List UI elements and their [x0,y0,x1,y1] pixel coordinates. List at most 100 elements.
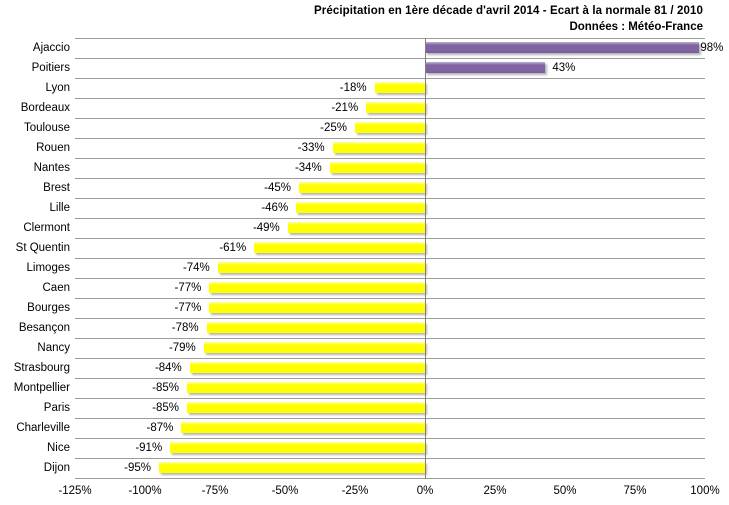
bar [217,262,425,273]
x-axis-tick-label: 0% [416,485,434,497]
chart-title: Précipitation en 1ère décade d'avril 201… [314,5,703,17]
category-label: Lille [49,202,70,214]
gridline [75,178,705,179]
value-label: 43% [552,62,576,74]
x-axis-tick-label: 50% [553,485,577,497]
bar [425,62,546,73]
bar [425,42,700,53]
gridline [75,218,705,219]
value-label: -91% [135,442,163,454]
value-label: -45% [264,182,291,194]
category-label: Clermont [23,222,70,234]
x-axis-tick-label: -25% [341,485,369,497]
value-label: -77% [174,302,202,314]
bar [206,322,425,333]
value-label: -61% [219,242,247,254]
value-label: -74% [182,262,210,274]
value-label: -21% [331,102,359,114]
bar [189,362,425,373]
category-label: Paris [43,402,70,414]
bar [287,222,425,233]
gridline [75,238,705,239]
gridline [75,278,705,279]
bar [187,402,425,413]
category-label: Lyon [45,82,70,94]
gridline [75,438,705,439]
bar [187,382,425,393]
bar [296,202,425,213]
bar [299,182,425,193]
value-label: -87% [146,422,174,434]
value-label: -85% [152,402,179,414]
category-label: Charleville [16,422,70,434]
x-axis-tick-label: 25% [483,485,507,497]
bar [159,462,425,473]
bar [209,282,425,293]
gridline [75,158,705,159]
value-label: -46% [261,202,289,214]
category-label: Dijon [43,462,70,474]
x-axis-tick-label: -125% [58,485,92,497]
category-label: St Quentin [15,242,70,254]
category-label: Besançon [18,322,70,334]
gridline [75,198,705,199]
category-label: Nancy [37,342,70,354]
gridline [75,318,705,319]
x-axis-tick-label: -100% [128,485,162,497]
category-label: Nantes [33,162,70,174]
gridline [75,418,705,419]
category-label: Toulouse [23,122,70,134]
category-label: Nice [46,442,70,454]
bar [170,442,425,453]
value-label: -95% [124,462,151,474]
category-label: Poitiers [31,62,70,74]
bar [203,342,425,353]
category-label: Ajaccio [32,42,70,54]
value-label: 98% [700,42,724,54]
value-label: -49% [252,222,280,234]
x-axis-tick-label: -75% [201,485,229,497]
category-label: Rouen [36,142,70,154]
value-label: -84% [154,362,182,374]
gridline [75,138,705,139]
x-axis-tick-label: -50% [271,485,299,497]
gridline [75,118,705,119]
value-label: -33% [297,142,325,154]
x-axis-tick-label: 75% [623,485,647,497]
bar [254,242,425,253]
gridline [75,338,705,339]
x-axis-tick-label: 100% [690,485,720,497]
value-label: -25% [320,122,347,134]
gridline [75,58,705,59]
category-label: Montpellier [13,382,70,394]
gridline [75,478,705,479]
bar [355,122,425,133]
chart-subtitle: Données : Météo-France [569,21,703,33]
category-label: Limoges [26,262,70,274]
category-label: Bourges [27,302,70,314]
gridline [75,458,705,459]
category-label: Bordeaux [20,102,70,114]
bar [209,302,425,313]
gridline [75,378,705,379]
gridline [75,38,705,39]
value-label: -34% [294,162,322,174]
gridline [75,298,705,299]
value-label: -77% [174,282,202,294]
gridline [75,78,705,79]
category-label: Caen [42,282,71,294]
gridline [75,98,705,99]
gridline [75,258,705,259]
bar [332,142,425,153]
bar [374,82,425,93]
gridline [75,398,705,399]
bar [329,162,425,173]
category-label: Brest [43,182,70,194]
zero-axis-line [425,38,426,479]
gridline [75,358,705,359]
value-label: -79% [168,342,196,354]
value-label: -78% [171,322,199,334]
bar [181,422,425,433]
bar [366,102,425,113]
